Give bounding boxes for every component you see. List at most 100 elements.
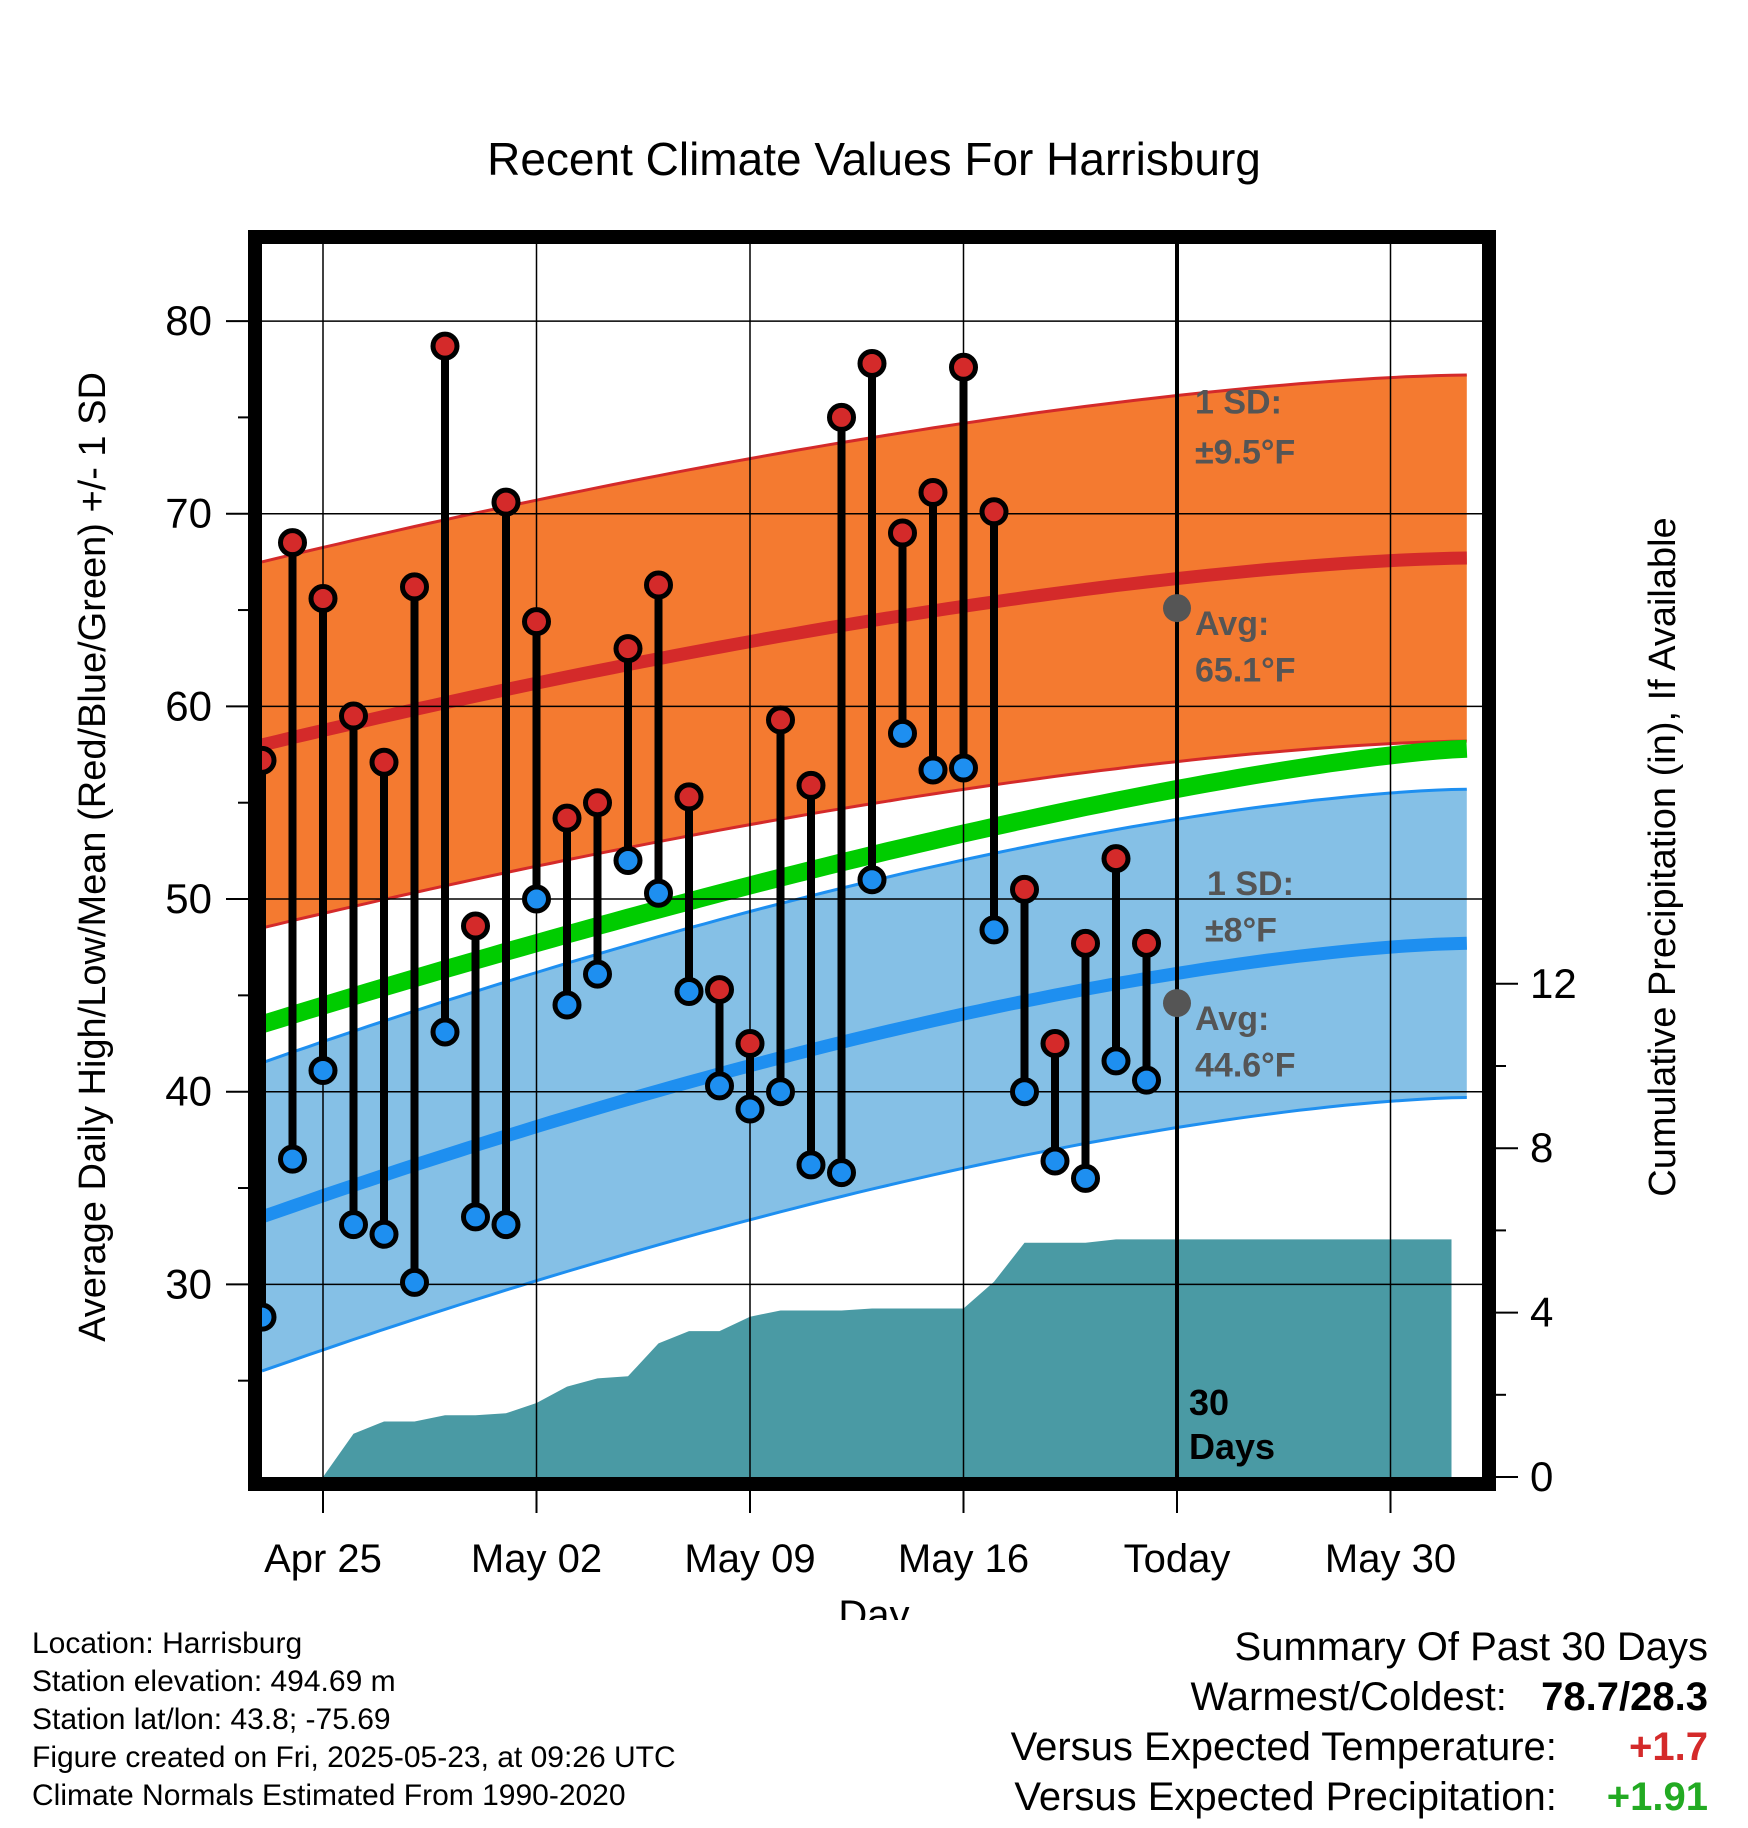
daily-high-point (1040, 1029, 1070, 1059)
y-tick-label: 60 (165, 682, 212, 729)
summary-precip: Versus Expected Precipitation: +1.91 (1011, 1772, 1708, 1822)
y2-tick-label: 0 (1530, 1453, 1553, 1500)
elevation-text: Station elevation: 494.69 m (32, 1665, 396, 1698)
high-band-lower-edge (262, 739, 1467, 930)
daily-high-point (796, 770, 826, 800)
daily-low-point (644, 878, 673, 908)
window-length-unit: Days (1189, 1426, 1275, 1467)
plot-area (262, 244, 1482, 1477)
daily-high-point (1132, 928, 1161, 958)
y2-tick-label: 12 (1530, 960, 1577, 1007)
summary-panel: Summary Of Past 30 Days Warmest/Coldest:… (1011, 1622, 1708, 1822)
y-tick-label: 40 (165, 1068, 212, 1115)
latlon-text: Station lat/lon: 43.8; -75.69 (32, 1703, 391, 1736)
today-avg-high-marker (1163, 594, 1191, 623)
daily-high-point (262, 745, 277, 775)
normal-low-line (262, 936, 1467, 1224)
daily-low-point (339, 1210, 368, 1240)
daily-low-point (369, 1219, 399, 1249)
high-sd-value: ±9.5°F (1195, 434, 1295, 472)
daily-high-point (552, 803, 582, 833)
low-sd-band (262, 789, 1467, 1371)
daily-low-point (888, 718, 917, 748)
summary-title: Summary Of Past 30 Days (1234, 1625, 1708, 1669)
location-text: Location: Harrisburg (32, 1627, 303, 1660)
daily-low-point (308, 1055, 338, 1085)
high-avg-label: Avg: (1195, 605, 1269, 643)
plot-frame (248, 230, 1496, 1491)
daily-high-point (522, 607, 551, 637)
summary-warm-cold: Warmest/Coldest: 78.7/28.3 (1011, 1672, 1709, 1722)
low-band-lower-edge (262, 1096, 1467, 1373)
daily-high-point (735, 1029, 765, 1059)
daily-high-point (857, 348, 887, 378)
daily-low-point (1071, 1163, 1100, 1193)
daily-high-point (979, 497, 1009, 527)
normal-high-line (262, 551, 1467, 752)
daily-low-point (918, 755, 948, 785)
daily-high-point (583, 788, 612, 818)
daily-high-point (369, 747, 399, 777)
daily-low-point (1010, 1077, 1039, 1107)
daily-low-point (461, 1202, 490, 1232)
today-avg-low-marker (1163, 989, 1191, 1018)
created-text: Figure created on Fri, 2025-05-23, at 09… (32, 1741, 676, 1774)
daily-high-point (949, 352, 978, 382)
low-sd-value: ±8°F (1205, 911, 1277, 949)
x-tick-label: May 30 (1325, 1537, 1456, 1581)
x-axis-title: Day (838, 1593, 909, 1620)
window-length-number: 30 (1189, 1382, 1229, 1423)
daily-high-point (644, 570, 673, 600)
y2-axis-title: Cumulative Precipitation (in), If Availa… (1642, 517, 1684, 1196)
daily-low-point (796, 1150, 826, 1180)
warm-cold-label: Warmest/Coldest: (1190, 1675, 1507, 1719)
daily-high-point (705, 975, 734, 1005)
x-tick-label: Apr 25 (264, 1537, 382, 1581)
daily-low-point (522, 884, 551, 914)
daily-high-point (766, 705, 795, 735)
daily-high-point (278, 528, 307, 558)
daily-low-point (583, 959, 612, 989)
daily-low-point (705, 1071, 734, 1101)
low-avg-value: 44.6°F (1195, 1046, 1296, 1084)
daily-high-point (339, 701, 368, 731)
daily-high-point (308, 583, 338, 613)
daily-high-point (1010, 874, 1039, 904)
daily-low-point (766, 1077, 795, 1107)
y-tick-label: 80 (165, 297, 212, 344)
precip-label: Versus Expected Precipitation: (1014, 1775, 1557, 1819)
daily-low-point (857, 865, 887, 895)
daily-low-point (1132, 1065, 1161, 1095)
daily-low-point (1040, 1146, 1070, 1176)
daily-low-point (400, 1267, 429, 1297)
y-tick-label: 30 (165, 1260, 212, 1307)
daily-low-point (430, 1017, 460, 1047)
daily-low-point (979, 915, 1009, 945)
daily-high-point (613, 634, 643, 664)
daily-low-point (262, 1302, 277, 1332)
daily-low-point (491, 1210, 521, 1240)
daily-low-point (674, 977, 704, 1007)
warm-cold-value: 78.7/28.3 (1541, 1675, 1708, 1719)
daily-high-point (1071, 928, 1100, 958)
daily-low-point (552, 990, 582, 1020)
normal-mean-line (262, 739, 1468, 1033)
station-info: Location: Harrisburg Station elevation: … (32, 1625, 676, 1815)
temp-value: +1.7 (1629, 1725, 1708, 1769)
y2-tick-label: 8 (1530, 1124, 1553, 1171)
x-tick-label: May 16 (898, 1537, 1029, 1581)
high-band-upper-edge (262, 373, 1467, 564)
low-sd-label: 1 SD: (1207, 865, 1294, 903)
daily-high-point (888, 518, 917, 548)
high-avg-value: 65.1°F (1195, 651, 1296, 689)
x-tick-label: May 09 (684, 1537, 815, 1581)
y-tick-label: 50 (165, 875, 212, 922)
cumulative-precip-area (262, 1239, 1452, 1477)
climate-chart: Recent Climate Values For Harrisburg 1 S… (72, 133, 1684, 1620)
daily-low-point (949, 753, 978, 783)
daily-low-point (613, 846, 643, 875)
x-tick-label: Today (1124, 1537, 1231, 1581)
temp-label: Versus Expected Temperature: (1010, 1725, 1557, 1769)
daily-high-point (918, 478, 948, 508)
y2-tick-label: 4 (1530, 1289, 1553, 1336)
